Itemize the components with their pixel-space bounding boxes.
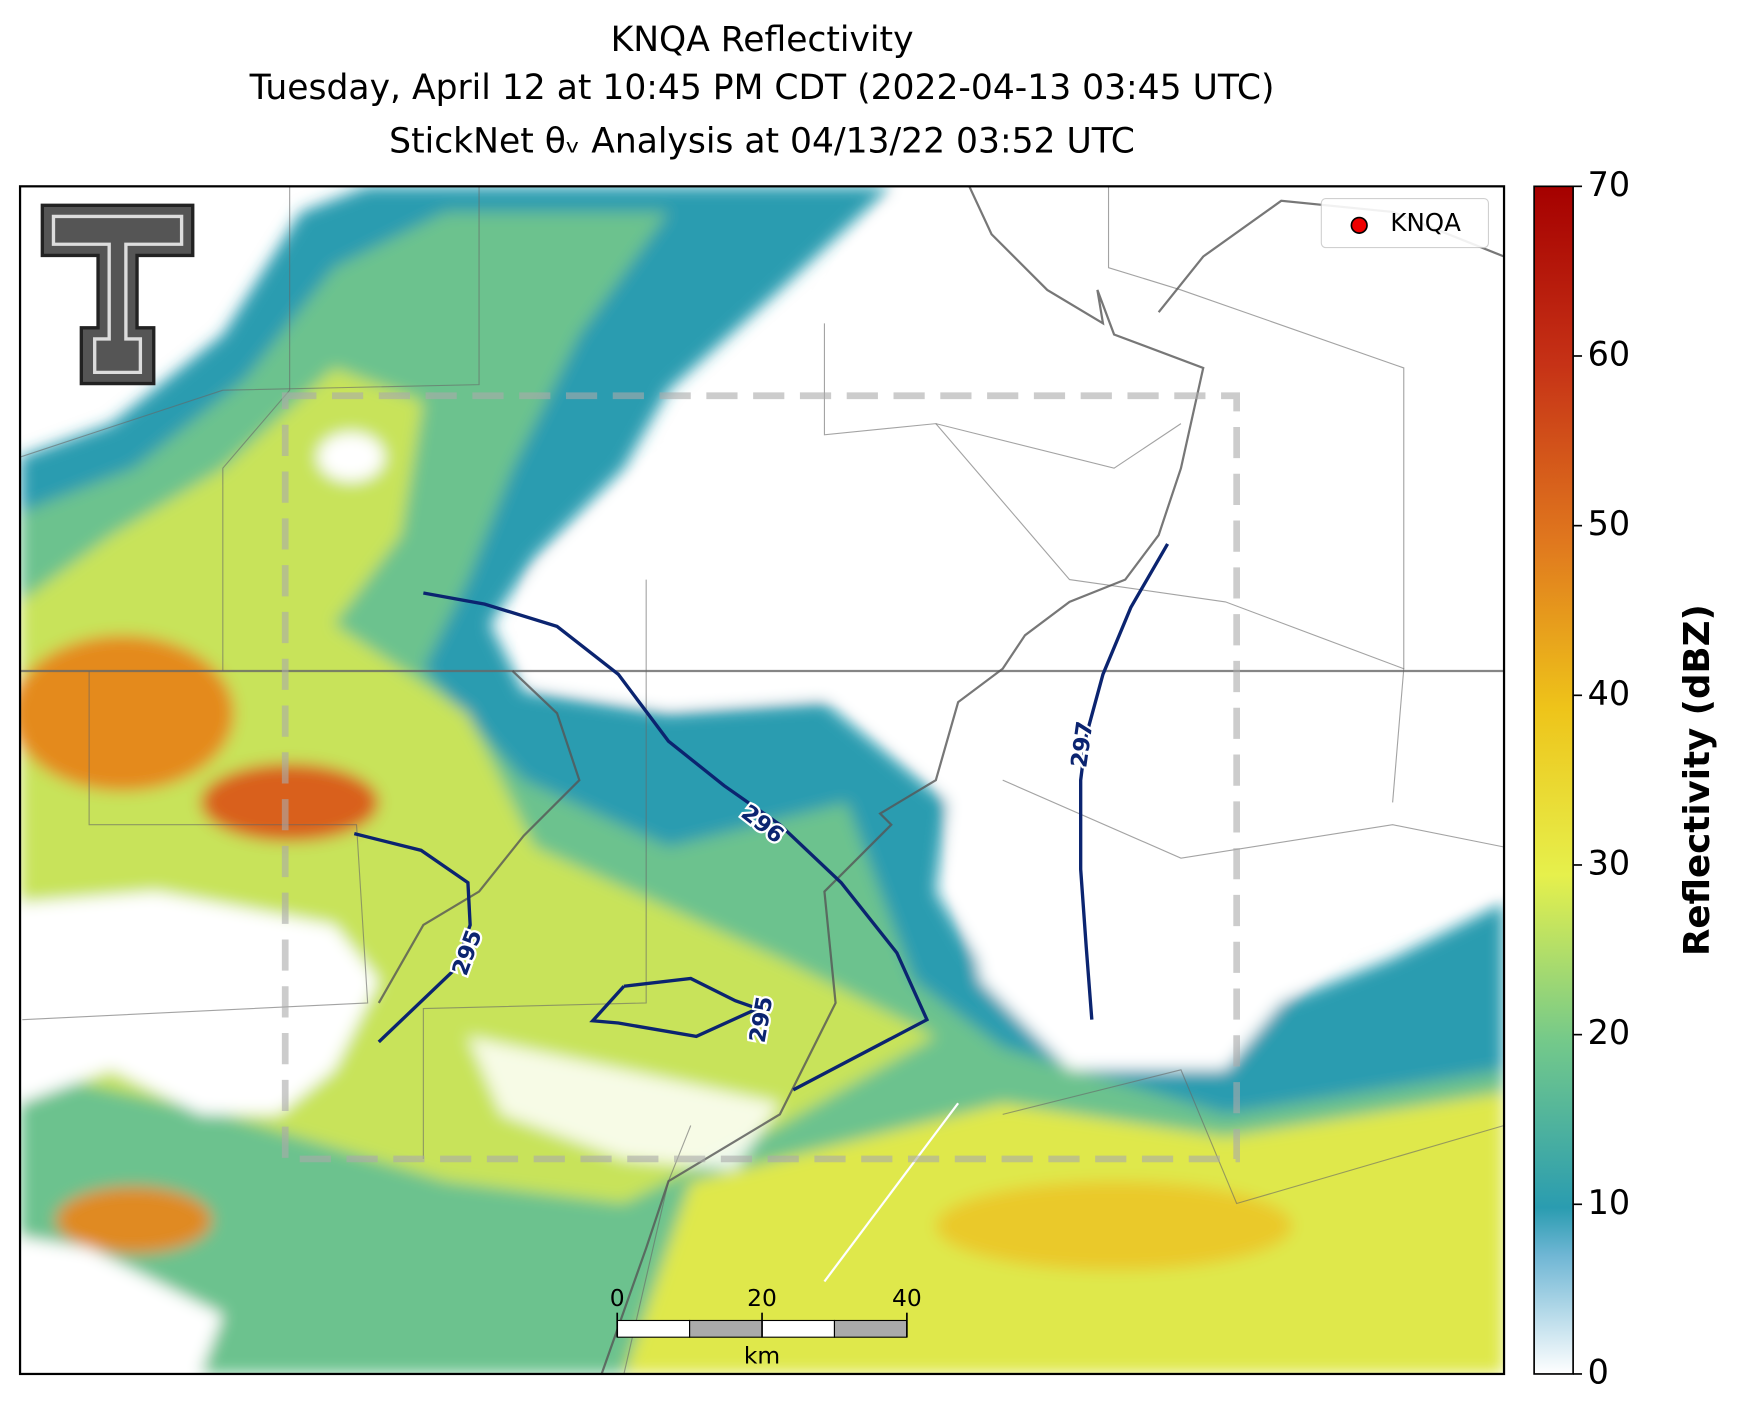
contour-line [1079, 543, 1170, 1020]
scale-segment [761, 1319, 836, 1338]
legend: KNQA [1320, 198, 1489, 249]
scale-tick-label: 40 [892, 1284, 922, 1312]
logo [40, 203, 195, 386]
colorbar-tick-label: 20 [1588, 1013, 1631, 1052]
reflectivity-field [20, 186, 1505, 1374]
scale-segment [689, 1319, 763, 1338]
scale-tick-label: 20 [747, 1284, 777, 1312]
scale-tick-label: 0 [610, 1284, 625, 1312]
colorbar-label: Reflectivity (dBZ) [1677, 604, 1718, 956]
scale-segment [616, 1319, 691, 1338]
colorbar-tick-label: 0 [1588, 1352, 1609, 1391]
map-frame [18, 185, 1506, 1376]
contour-line [423, 591, 930, 1092]
scale-bar: 0 20 40 km [610, 1284, 922, 1370]
colorbar: Reflectivity (dBZ) 0 10 20 30 40 50 60 70 [1533, 165, 1718, 1391]
contour-line [353, 832, 472, 1044]
colorbar-tick-label: 50 [1588, 504, 1631, 543]
colorbar-tick-label: 10 [1588, 1183, 1631, 1222]
subtitle: Tuesday, April 12 at 10:45 PM CDT (2022-… [249, 68, 1275, 108]
scale-segment [833, 1319, 908, 1338]
colorbar-tick-label: 70 [1588, 165, 1631, 204]
legend-label: KNQA [1390, 208, 1461, 237]
scale-unit: km [744, 1342, 780, 1370]
contour-line [589, 976, 763, 1039]
legend-marker [1350, 216, 1368, 234]
colorbar-tick-label: 60 [1588, 334, 1631, 373]
radar-map [20, 186, 1505, 1374]
contour-label: 297 [1066, 720, 1098, 770]
colorbar-scale [1533, 185, 1574, 1375]
colorbar-tick-label: 30 [1588, 843, 1631, 882]
subtitle: StickNet θᵥ Analysis at 04/13/22 03:52 U… [389, 121, 1135, 161]
analysis-domain [281, 392, 1240, 1163]
colorbar-tick-label: 40 [1588, 674, 1631, 713]
title: KNQA Reflectivity [611, 20, 914, 60]
